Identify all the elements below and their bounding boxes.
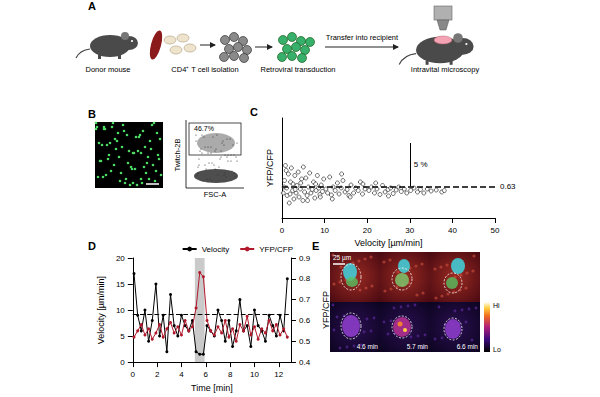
svg-text:5: 5 xyxy=(120,332,125,341)
svg-text:Transfer into recipient: Transfer into recipient xyxy=(326,33,399,42)
svg-text:0.7: 0.7 xyxy=(299,295,311,304)
svg-text:10: 10 xyxy=(250,370,259,379)
svg-text:YFP/CFP: YFP/CFP xyxy=(259,245,293,254)
svg-text:Velocity: Velocity xyxy=(202,245,230,254)
svg-text:Velocity [µm/min]: Velocity [µm/min] xyxy=(96,276,106,344)
svg-text:0.6: 0.6 xyxy=(299,316,311,325)
svg-text:50: 50 xyxy=(491,226,500,235)
svg-text:8: 8 xyxy=(228,370,233,379)
svg-text:Lo: Lo xyxy=(493,346,501,353)
svg-text:20: 20 xyxy=(363,226,372,235)
svg-text:6.6 min: 6.6 min xyxy=(457,343,479,350)
svg-text:FSC-A: FSC-A xyxy=(204,190,227,199)
svg-text:Donor mouse: Donor mouse xyxy=(85,65,130,74)
svg-text:15: 15 xyxy=(116,280,125,289)
svg-text:E: E xyxy=(312,240,319,252)
svg-text:Time [min]: Time [min] xyxy=(191,383,233,393)
svg-text:46.7%: 46.7% xyxy=(194,125,214,132)
svg-text:CD4⁺ T cell isolation: CD4⁺ T cell isolation xyxy=(171,65,238,74)
svg-text:A: A xyxy=(88,0,96,12)
svg-text:2: 2 xyxy=(155,370,160,379)
svg-text:0: 0 xyxy=(120,358,125,367)
svg-text:10: 10 xyxy=(116,306,125,315)
svg-text:Intravital microscopy: Intravital microscopy xyxy=(411,65,480,74)
svg-text:Hi: Hi xyxy=(493,302,500,309)
svg-text:0.4: 0.4 xyxy=(299,358,311,367)
svg-text:0: 0 xyxy=(131,370,136,379)
svg-text:0: 0 xyxy=(280,226,285,235)
svg-text:0.9: 0.9 xyxy=(299,254,311,263)
svg-text:12: 12 xyxy=(274,370,283,379)
svg-text:D: D xyxy=(88,240,96,252)
svg-text:5 %: 5 % xyxy=(414,160,428,169)
svg-text:20: 20 xyxy=(116,254,125,263)
svg-text:4.6 min: 4.6 min xyxy=(357,343,379,350)
svg-text:6: 6 xyxy=(204,370,209,379)
svg-text:C: C xyxy=(250,106,258,118)
svg-text:40: 40 xyxy=(448,226,457,235)
svg-text:YFP/CFP: YFP/CFP xyxy=(265,149,275,187)
svg-text:Twitch-2B: Twitch-2B xyxy=(173,139,182,172)
svg-text:YFP/CFP: YFP/CFP xyxy=(321,291,331,329)
svg-text:Velocity [µm/min]: Velocity [µm/min] xyxy=(354,238,422,248)
svg-text:5.7 min: 5.7 min xyxy=(407,343,429,350)
svg-text:10: 10 xyxy=(320,226,329,235)
svg-text:0.5: 0.5 xyxy=(299,337,311,346)
svg-text:Retroviral transduction: Retroviral transduction xyxy=(260,65,335,74)
svg-text:30: 30 xyxy=(405,226,414,235)
svg-text:25 µm: 25 µm xyxy=(333,254,351,262)
svg-text:0.63: 0.63 xyxy=(500,182,516,191)
svg-text:B: B xyxy=(88,108,96,120)
svg-text:0.8: 0.8 xyxy=(299,274,311,283)
svg-text:4: 4 xyxy=(179,370,184,379)
